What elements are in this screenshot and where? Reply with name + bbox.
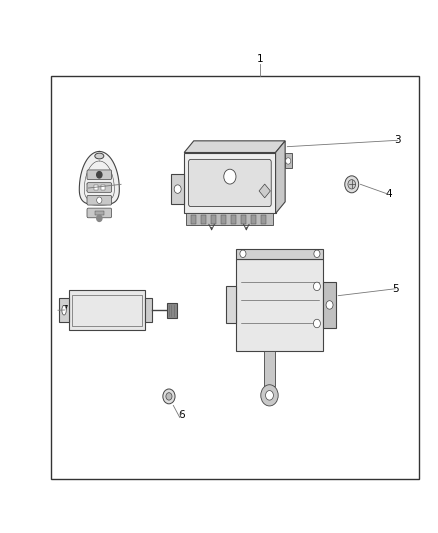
- Bar: [221, 215, 226, 224]
- Circle shape: [174, 185, 181, 193]
- Bar: [191, 215, 196, 224]
- Bar: [261, 215, 266, 224]
- Text: 7: 7: [61, 305, 68, 315]
- Circle shape: [326, 301, 333, 309]
- Bar: [171, 174, 184, 204]
- Bar: [237, 249, 323, 259]
- Bar: [167, 303, 177, 318]
- FancyBboxPatch shape: [87, 196, 112, 205]
- Circle shape: [265, 391, 273, 400]
- FancyBboxPatch shape: [188, 159, 271, 207]
- Circle shape: [348, 180, 356, 189]
- Circle shape: [314, 282, 321, 290]
- Bar: [264, 351, 275, 386]
- Bar: [226, 286, 237, 324]
- Polygon shape: [276, 141, 285, 214]
- Circle shape: [97, 215, 102, 221]
- Bar: [94, 185, 98, 190]
- Text: 1: 1: [257, 54, 264, 63]
- Bar: [323, 282, 336, 328]
- Bar: [69, 290, 145, 330]
- Bar: [95, 211, 104, 215]
- Bar: [184, 152, 276, 214]
- Polygon shape: [184, 141, 285, 152]
- Bar: [211, 215, 216, 224]
- Polygon shape: [79, 151, 119, 205]
- FancyBboxPatch shape: [87, 208, 112, 218]
- Bar: [59, 298, 69, 322]
- Bar: [237, 259, 323, 351]
- Bar: [101, 185, 105, 190]
- Text: 6: 6: [179, 410, 185, 420]
- Circle shape: [286, 158, 291, 164]
- Text: 4: 4: [385, 189, 392, 199]
- Circle shape: [345, 176, 359, 193]
- Circle shape: [166, 393, 172, 400]
- Bar: [201, 215, 206, 224]
- Circle shape: [314, 319, 321, 328]
- Circle shape: [314, 250, 320, 257]
- Ellipse shape: [62, 305, 66, 315]
- Circle shape: [240, 250, 246, 257]
- Bar: [285, 153, 292, 168]
- Text: 5: 5: [392, 284, 399, 294]
- Bar: [251, 215, 256, 224]
- Circle shape: [97, 197, 102, 204]
- Circle shape: [97, 172, 102, 178]
- Text: 2: 2: [85, 183, 92, 193]
- Circle shape: [163, 389, 175, 404]
- Text: 3: 3: [394, 135, 401, 146]
- Bar: [51, 76, 419, 479]
- Bar: [72, 295, 141, 326]
- Bar: [186, 214, 273, 225]
- FancyBboxPatch shape: [87, 183, 112, 192]
- Circle shape: [261, 385, 278, 406]
- Bar: [145, 298, 152, 322]
- Circle shape: [224, 169, 236, 184]
- Bar: [231, 215, 236, 224]
- Bar: [241, 215, 246, 224]
- Ellipse shape: [95, 153, 104, 159]
- Polygon shape: [259, 184, 270, 198]
- FancyBboxPatch shape: [87, 170, 112, 180]
